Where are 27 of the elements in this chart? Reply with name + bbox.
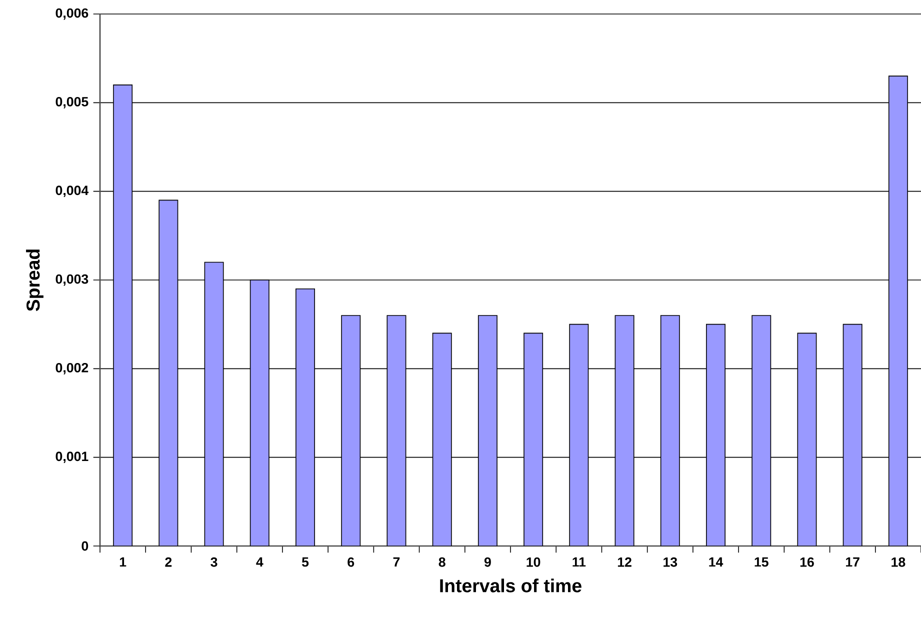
x-tick-label: 9 xyxy=(484,557,491,567)
x-tick-label: 5 xyxy=(302,557,309,567)
x-tick-label: 15 xyxy=(754,557,768,567)
x-tick-label: 10 xyxy=(526,557,540,567)
x-tick-label: 6 xyxy=(348,557,354,567)
x-axis-title: Intervals of time xyxy=(440,578,582,592)
y-tick-label: 0 xyxy=(82,541,88,551)
y-tick-label: 0,002 xyxy=(56,362,88,374)
y-tick-label: 0,005 xyxy=(56,96,88,108)
x-tick-label: 13 xyxy=(664,557,678,567)
y-tick-label: 0,006 xyxy=(56,8,88,20)
x-tick-label: 12 xyxy=(618,557,632,567)
x-tick-label: 8 xyxy=(438,557,446,567)
x-tick-label: 17 xyxy=(846,557,860,567)
y-tick-label: 0,001 xyxy=(56,452,88,464)
x-tick-label: 3 xyxy=(210,557,218,567)
x-tick-label: 18 xyxy=(892,557,906,567)
x-tick-label: 14 xyxy=(709,557,724,567)
y-axis-title: Spread xyxy=(26,250,44,312)
x-tick-label: 16 xyxy=(800,557,814,567)
x-tick-label: 1 xyxy=(120,557,126,567)
x-tick-label: 7 xyxy=(393,557,400,567)
y-tick-label: 0,003 xyxy=(56,274,88,286)
y-tick-label: 0,004 xyxy=(56,186,89,198)
x-tick-label: 2 xyxy=(165,557,172,567)
x-tick-label: 11 xyxy=(572,557,586,567)
x-tick-label: 4 xyxy=(256,557,264,567)
